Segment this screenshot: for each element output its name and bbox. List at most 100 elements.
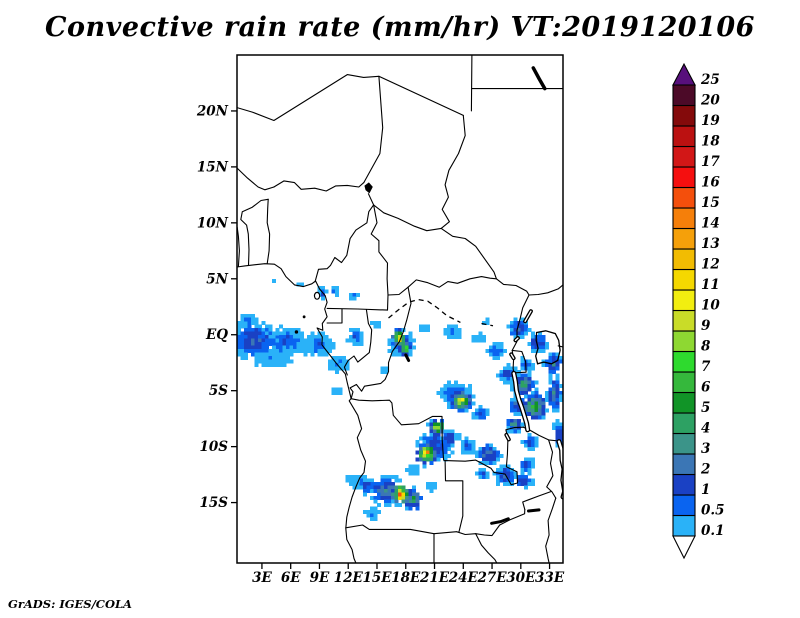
rain-cell — [552, 363, 556, 367]
rain-cell — [282, 338, 287, 343]
rain-cell — [377, 503, 381, 507]
rain-cell — [454, 433, 458, 437]
colorbar-box — [672, 309, 696, 332]
rain-cell — [244, 335, 248, 339]
rain-cell — [247, 338, 252, 343]
rain-cell — [548, 401, 553, 406]
rain-cell — [419, 324, 423, 329]
rain-cell — [541, 342, 546, 346]
rain-cell — [412, 464, 416, 469]
rain-cell — [405, 345, 409, 350]
rain-cell — [401, 499, 406, 504]
rain-cell — [478, 454, 483, 458]
rain-cell — [289, 352, 294, 357]
rain-cell — [415, 499, 420, 504]
rain-cell — [524, 384, 528, 388]
rain-cell — [373, 321, 378, 325]
rain-cell — [429, 436, 434, 441]
rain-cell — [398, 489, 402, 493]
rain-cell — [321, 342, 325, 346]
rain-cell — [496, 352, 500, 357]
rain-cell — [545, 363, 549, 367]
rain-cell — [300, 345, 304, 350]
rain-cell — [520, 377, 525, 381]
rain-cell — [240, 342, 245, 346]
rain-cell — [531, 401, 535, 406]
rain-cell — [415, 440, 420, 444]
rain-cell — [457, 436, 462, 441]
rain-cell — [317, 342, 322, 346]
rain-cell — [548, 377, 553, 381]
rain-cell — [293, 349, 297, 353]
rain-cell — [370, 485, 374, 490]
bioko-island — [313, 291, 321, 300]
rain-cell — [321, 289, 325, 294]
rain-cell — [359, 482, 364, 486]
rain-cell — [258, 345, 262, 350]
rain-cell — [555, 359, 560, 364]
rain-cell — [538, 405, 542, 409]
rain-cell — [454, 331, 458, 336]
rain-cell — [485, 461, 490, 465]
rain-cell — [510, 401, 514, 406]
rain-cell — [471, 394, 476, 399]
rain-cell — [524, 475, 528, 479]
rain-cell — [552, 356, 556, 360]
rain-cell — [359, 335, 364, 339]
rain-cell — [384, 496, 388, 500]
rain-cell — [279, 324, 283, 329]
rain-cell — [485, 457, 490, 462]
rain-cell — [317, 335, 322, 339]
rain-cell — [527, 366, 532, 371]
rain-cell — [450, 331, 455, 336]
rain-cell — [429, 485, 434, 490]
rain-cell — [244, 314, 248, 318]
rain-cell — [499, 342, 504, 346]
rain-cell — [254, 363, 259, 367]
country-border — [237, 226, 240, 268]
rain-cell — [429, 457, 434, 462]
rain-cell — [510, 429, 514, 434]
country-border — [343, 309, 373, 376]
rain-cell — [401, 335, 406, 339]
rain-cell — [485, 408, 490, 413]
rain-cell — [272, 363, 276, 367]
rain-cell — [534, 398, 539, 402]
rain-cell — [447, 398, 451, 402]
rain-cell — [520, 464, 525, 469]
rain-cell — [422, 447, 427, 451]
rain-cell — [555, 429, 560, 434]
lake-nasser — [531, 66, 547, 91]
rain-cell — [527, 359, 532, 364]
colorbar-label-0.1: 0.1 — [701, 523, 725, 539]
rain-cell — [527, 440, 532, 444]
rain-cell — [461, 394, 465, 399]
rain-cell — [394, 352, 399, 357]
rain-cell — [237, 331, 241, 336]
rain-cell — [335, 289, 339, 294]
colorbar-box — [672, 371, 696, 394]
rain-cell — [520, 363, 525, 367]
rain-cell — [317, 331, 322, 336]
lake-chad — [364, 182, 373, 194]
rain-cell — [548, 366, 553, 371]
rain-cell — [454, 324, 458, 329]
rain-cell — [324, 342, 329, 346]
country-border — [545, 497, 557, 563]
rain-cell — [513, 324, 518, 329]
rain-cell — [457, 405, 462, 409]
rain-cell — [240, 356, 245, 360]
rain-cell — [422, 324, 427, 329]
rain-cell — [541, 363, 546, 367]
rain-cell — [454, 405, 458, 409]
lon-tick-label-18E: 18E — [391, 570, 421, 586]
rain-cell — [513, 405, 518, 409]
rain-cell — [443, 450, 448, 455]
rain-cell — [237, 328, 241, 332]
rain-cell — [482, 475, 486, 479]
rain-cell — [517, 408, 521, 413]
rain-cell — [517, 377, 521, 381]
rain-cell — [321, 345, 325, 350]
rain-cell — [237, 342, 241, 346]
rain-cell — [534, 391, 539, 395]
